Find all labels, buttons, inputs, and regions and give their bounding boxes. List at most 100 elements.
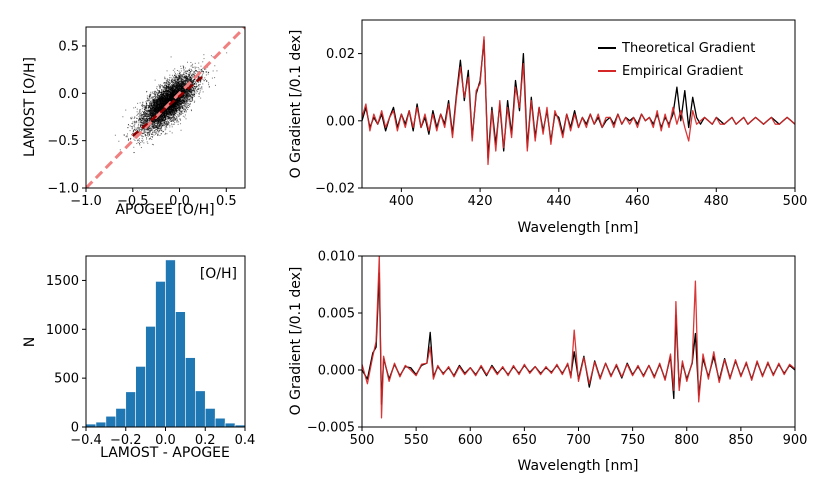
scatter-point bbox=[144, 113, 146, 115]
scatter-point bbox=[178, 70, 180, 72]
scatter-point bbox=[140, 126, 142, 128]
scatter-point bbox=[174, 105, 176, 107]
scatter-point bbox=[201, 70, 203, 72]
scatter-point bbox=[161, 116, 163, 118]
scatter-point bbox=[144, 108, 146, 110]
scatter-point bbox=[184, 116, 186, 118]
scatter-point bbox=[140, 117, 142, 119]
scatter-point bbox=[158, 119, 160, 121]
scatter-point bbox=[156, 107, 158, 109]
scatter-point bbox=[197, 91, 199, 93]
scatter-point bbox=[158, 95, 160, 97]
scatter-point bbox=[148, 120, 150, 122]
scatter-point bbox=[139, 122, 141, 124]
scatter-point bbox=[158, 84, 160, 86]
scatter-point bbox=[153, 96, 155, 98]
scatter-point bbox=[163, 95, 165, 97]
scatter-point bbox=[177, 98, 179, 100]
scatter-point bbox=[166, 93, 168, 95]
scatter-point bbox=[194, 91, 196, 93]
scatter-point bbox=[138, 131, 140, 133]
scatter-point bbox=[191, 93, 193, 95]
scatter-point bbox=[151, 102, 153, 104]
scatter-point bbox=[155, 101, 157, 103]
scatter-point bbox=[182, 80, 184, 82]
scatter-point bbox=[183, 72, 185, 74]
scatter-point bbox=[216, 70, 218, 72]
scatter-point bbox=[137, 142, 139, 144]
scatter-point bbox=[152, 107, 154, 109]
scatter-point bbox=[190, 77, 192, 79]
scatter-point bbox=[172, 120, 174, 122]
scatter-point bbox=[177, 82, 179, 84]
scatter-point bbox=[132, 123, 134, 125]
scatter-point bbox=[142, 128, 144, 130]
scatter-point bbox=[169, 94, 171, 96]
scatter-point bbox=[154, 94, 156, 96]
scatter-point bbox=[145, 114, 147, 116]
scatter-point bbox=[163, 125, 165, 127]
scatter-point bbox=[161, 91, 163, 93]
scatter-point bbox=[133, 136, 135, 138]
scatter-point bbox=[183, 103, 185, 105]
scatter-point bbox=[191, 76, 193, 78]
scatter-point bbox=[169, 114, 171, 116]
scatter-point bbox=[131, 123, 133, 125]
scatter-point bbox=[187, 93, 189, 95]
scatter-point bbox=[164, 85, 166, 87]
scatter-point bbox=[167, 118, 169, 120]
scatter-point bbox=[171, 107, 173, 109]
scatter-point bbox=[141, 119, 143, 121]
scatter-point bbox=[153, 101, 155, 103]
scatter-point bbox=[210, 55, 212, 57]
scatter-point bbox=[185, 110, 187, 112]
scatter-point bbox=[168, 100, 170, 102]
scatter-point bbox=[159, 130, 161, 132]
scatter-point bbox=[156, 105, 158, 107]
scatter-point bbox=[185, 118, 187, 120]
scatter-point bbox=[211, 77, 213, 79]
scatter-point bbox=[139, 140, 141, 142]
scatter-point bbox=[190, 94, 192, 96]
scatter-point bbox=[171, 80, 173, 82]
scatter-point bbox=[141, 140, 143, 142]
scatter-point bbox=[158, 123, 160, 125]
scatter-point bbox=[164, 77, 166, 79]
scatter-point bbox=[169, 89, 171, 91]
scatter-point bbox=[151, 109, 153, 111]
scatter-point bbox=[142, 101, 144, 103]
scatter-point bbox=[153, 119, 155, 121]
scatter-point bbox=[191, 94, 193, 96]
scatter-point bbox=[158, 126, 160, 128]
scatter-point bbox=[149, 119, 151, 121]
scatter-point bbox=[171, 112, 173, 114]
scatter-point bbox=[143, 132, 145, 134]
scatter-point bbox=[169, 114, 171, 116]
scatter-point bbox=[153, 119, 155, 121]
scatter-point bbox=[168, 91, 170, 93]
scatter-point bbox=[182, 67, 184, 69]
scatter-point bbox=[156, 120, 158, 122]
scatter-point bbox=[157, 89, 159, 91]
scatter-point bbox=[135, 120, 137, 122]
scatter-point bbox=[189, 80, 191, 82]
scatter-point bbox=[147, 98, 149, 100]
scatter-point bbox=[130, 138, 132, 140]
scatter-point bbox=[154, 79, 156, 81]
scatter-point bbox=[190, 88, 192, 90]
scatter-point bbox=[194, 68, 196, 70]
scatter-point bbox=[180, 112, 182, 114]
scatter-point bbox=[204, 77, 206, 79]
scatter-point bbox=[152, 135, 154, 137]
scatter-point bbox=[192, 83, 194, 85]
scatter-point bbox=[198, 87, 200, 89]
scatter-point bbox=[168, 115, 170, 117]
scatter-point bbox=[139, 120, 141, 122]
scatter-point bbox=[166, 110, 168, 112]
scatter-point bbox=[184, 108, 186, 110]
scatter-point bbox=[174, 82, 176, 84]
scatter-point bbox=[156, 121, 158, 123]
scatter-point bbox=[135, 134, 137, 136]
scatter-point bbox=[148, 117, 150, 119]
scatter-point bbox=[157, 133, 159, 135]
